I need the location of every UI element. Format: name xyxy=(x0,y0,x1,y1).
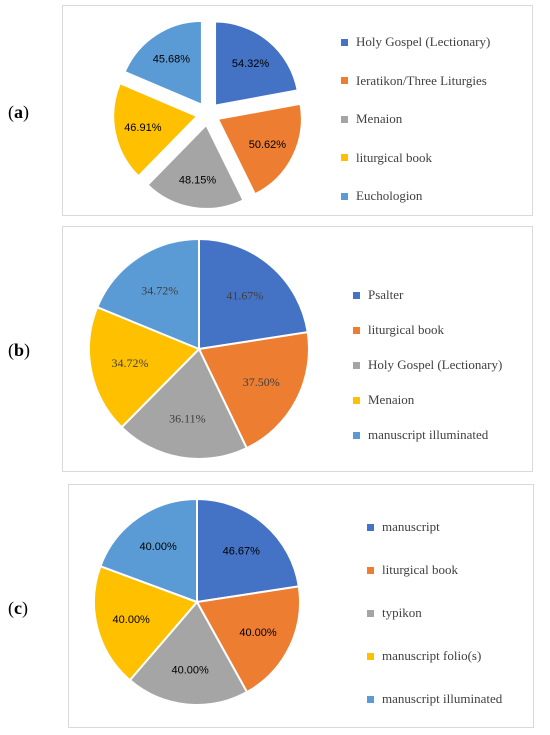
legend-swatch xyxy=(367,652,374,660)
legend-label: manuscript xyxy=(382,519,440,534)
legend-label: typikon xyxy=(382,605,422,620)
legend-swatch xyxy=(367,609,374,617)
panel-label-a: (a) xyxy=(8,102,29,122)
legend-item-holy-gospel-lectionary: Holy Gospel (Lectionary) xyxy=(353,357,502,373)
pie-chart-a: 54.32% 50.62% 48.15% 46.91% 45.68% xyxy=(112,19,303,210)
legend-item-manuscript-illuminated: manuscript illuminated xyxy=(353,427,488,443)
legend-item-psalter: Psalter xyxy=(353,287,403,303)
pie-slice-euchologion xyxy=(123,19,203,107)
legend-label: manuscript illuminated xyxy=(382,691,503,706)
legend-label: Ieratikon/Three Liturgies xyxy=(356,72,487,88)
slice-value-label: 34.72% xyxy=(141,284,178,298)
legend-item-liturgical-book: liturgical book xyxy=(367,562,458,578)
slice-value-label: 40.00% xyxy=(140,541,178,553)
legend-label: Menaion xyxy=(356,111,403,126)
slice-value-label: 54.32% xyxy=(232,58,270,70)
legend-swatch xyxy=(367,566,374,574)
pie-slice-holy-gospel-lectionary xyxy=(214,20,299,107)
legend-label: Euchologion xyxy=(356,188,423,203)
panel-label-b: (b) xyxy=(8,340,31,360)
slice-value-label: 46.67% xyxy=(223,545,261,557)
legend-item-menaion: Menaion xyxy=(353,392,414,408)
pie-slice-ieratikon-three-liturgies xyxy=(216,102,303,196)
pie-slice-menaion xyxy=(88,305,201,429)
legend-item-manuscript: manuscript xyxy=(367,519,440,535)
pie-slice-liturgical-book xyxy=(195,585,301,694)
slice-value-label: 40.00% xyxy=(113,614,151,626)
legend-item-manuscript-illuminated: manuscript illuminated xyxy=(367,691,502,707)
legend-label: Psalter xyxy=(368,287,404,302)
pie-slice-manuscript-illuminated xyxy=(95,237,200,351)
pie-slice-manuscript xyxy=(196,497,300,604)
legend-item-liturgical-book: liturgical book xyxy=(341,150,432,166)
legend-swatch xyxy=(367,695,374,703)
legend-label: liturgical book xyxy=(382,562,458,577)
legend-label: liturgical book xyxy=(356,149,432,165)
legend-label: Holy Gospel (Lectionary) xyxy=(356,34,491,49)
slice-value-label: 34.72% xyxy=(112,356,149,370)
chart-b: 41.67% 37.50% 36.11% 34.72% 34.72% Psalter li… xyxy=(62,226,533,472)
pie-slice-manuscript-illuminated xyxy=(99,497,198,604)
legend-item-liturgical-book: liturgical book xyxy=(353,322,444,338)
legend-item-manuscript-folio-s: manuscript folio(s) xyxy=(367,648,481,664)
panel-label-c: (c) xyxy=(8,598,28,618)
pie-chart-b: 41.67% 37.50% 36.11% 34.72% 34.72% xyxy=(88,237,310,460)
pie-slice-manuscript-folio-s xyxy=(93,564,199,682)
slice-value-label: 45.68% xyxy=(153,54,191,66)
pie-chart-c: 46.67% 40.00% 40.00% 40.00% 40.00% xyxy=(93,497,301,706)
legend-item-ieratikon-three-liturgies: Ieratikon/Three Liturgies xyxy=(341,73,487,89)
slice-value-label: 40.00% xyxy=(239,627,277,639)
legend-swatch xyxy=(341,38,348,46)
legend-swatch xyxy=(353,326,360,334)
legend-swatch xyxy=(367,523,374,531)
legend-label: liturgical book xyxy=(368,322,444,337)
legend-swatch xyxy=(353,361,360,369)
slice-value-label: 36.11% xyxy=(169,411,206,425)
pie-slice-liturgical-book xyxy=(197,331,310,450)
legend-label: manuscript folio(s) xyxy=(382,648,482,663)
legend-label: Holy Gospel (Lectionary) xyxy=(368,357,503,372)
slice-value-label: 50.62% xyxy=(249,139,287,151)
legend-swatch xyxy=(341,192,348,200)
slice-value-label: 46.91% xyxy=(124,122,162,134)
chart-a: 54.32% 50.62% 48.15% 46.91% 45.68% Holy Gosp… xyxy=(62,5,533,216)
legend-swatch xyxy=(341,115,348,123)
slice-value-label: 41.67% xyxy=(226,289,263,303)
legend-swatch xyxy=(341,77,348,85)
slice-value-label: 48.15% xyxy=(179,175,217,187)
legend-item-typikon: typikon xyxy=(367,605,422,621)
legend-swatch xyxy=(353,291,360,299)
slice-value-label: 37.50% xyxy=(243,375,280,389)
legend-item-menaion: Menaion xyxy=(341,111,402,127)
chart-c: 46.67% 40.00% 40.00% 40.00% 40.00% manuscrip… xyxy=(68,484,534,728)
pie-slice-typikon xyxy=(128,600,249,706)
legend-item-euchologion: Euchologion xyxy=(341,188,422,204)
pie-slice-psalter xyxy=(198,237,309,351)
legend-item-holy-gospel-lectionary: Holy Gospel (Lectionary) xyxy=(341,34,490,50)
legend-label: Menaion xyxy=(368,392,415,407)
legend-swatch xyxy=(353,396,360,404)
pie-slice-menaion xyxy=(146,123,245,210)
legend-swatch xyxy=(341,154,348,162)
slice-value-label: 40.00% xyxy=(171,665,209,677)
pie-slice-holy-gospel-lectionary xyxy=(120,347,249,460)
legend-label: manuscript illuminated xyxy=(368,427,489,442)
pie-slice-liturgical-book xyxy=(112,81,199,178)
legend-swatch xyxy=(353,431,360,439)
